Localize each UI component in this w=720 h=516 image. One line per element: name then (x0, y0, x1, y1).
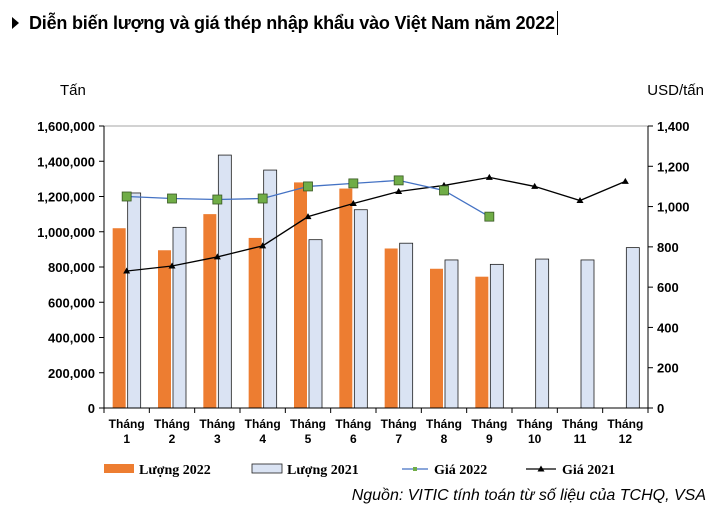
right-axis-tick-label: 200 (657, 361, 679, 376)
x-axis-label-line2: 7 (395, 432, 402, 446)
marker-gia-2021 (168, 262, 176, 269)
right-axis-tick-label: 0 (657, 401, 664, 416)
left-axis-tick-label: 1,400,000 (37, 154, 95, 169)
bar-luong-2021 (127, 192, 142, 409)
marker-gia-2022 (303, 181, 313, 192)
left-axis-tick-label: 400,000 (48, 331, 95, 346)
x-axis-label-line2: 5 (305, 432, 312, 446)
marker-gia-2022 (484, 211, 495, 222)
left-axis-tick-label: 1,200,000 (37, 190, 95, 205)
bar-luong-2021 (444, 259, 459, 409)
bar-luong-2022 (475, 276, 489, 408)
x-axis-label-line1: Tháng (154, 417, 190, 431)
x-axis-label-line1: Tháng (562, 417, 598, 431)
legend-swatch-luong-2022 (104, 464, 134, 473)
right-axis-tick-label: 1,000 (657, 200, 690, 215)
legend-label-luong-2022: Lượng 2022 (139, 463, 211, 478)
left-axis-tick-label: 0 (88, 401, 95, 416)
x-axis-label-line1: Tháng (199, 417, 235, 431)
bar-luong-2022 (384, 248, 398, 408)
right-axis-tick-label: 1,200 (657, 159, 690, 174)
bar-luong-2021 (535, 258, 550, 409)
marker-gia-2022 (257, 193, 268, 204)
marker-gia-2021 (304, 213, 312, 220)
marker-gia-2021 (485, 173, 493, 180)
text-cursor (556, 11, 558, 35)
bar-luong-2021 (353, 209, 368, 409)
marker-gia-2021 (123, 267, 131, 274)
x-axis-label-line2: 10 (528, 432, 542, 446)
x-axis-label-line1: Tháng (381, 417, 417, 431)
bar-luong-2022 (339, 188, 353, 408)
left-axis-tick-label: 200,000 (48, 366, 95, 381)
bar-luong-2021 (308, 239, 323, 409)
legend-swatch-luong-2021 (251, 463, 283, 474)
marker-gia-2021 (531, 182, 539, 189)
x-axis-label-line1: Tháng (245, 417, 281, 431)
marker-gia-2022 (167, 193, 177, 204)
x-axis-label-line2: 12 (619, 432, 633, 446)
bar-luong-2021 (172, 226, 187, 409)
right-axis-tick-label: 800 (657, 240, 679, 255)
x-axis-label-line1: Tháng (517, 417, 553, 431)
marker-gia-2021 (395, 187, 403, 194)
marker-gia-2022 (348, 178, 359, 189)
chart-title: Diễn biến lượng và giá thép nhập khẩu và… (29, 12, 555, 33)
x-axis-label-line1: Tháng (109, 417, 145, 431)
x-axis-label-line2: 2 (169, 432, 176, 446)
left-axis-tick-label: 1,600,000 (37, 119, 95, 134)
bar-luong-2022 (294, 182, 307, 408)
marker-gia-2022 (393, 175, 404, 186)
x-axis-label-line1: Tháng (426, 417, 462, 431)
right-axis-label: USD/tấn (647, 82, 704, 99)
x-axis-label-line2: 11 (574, 432, 587, 446)
x-axis-label-line1: Tháng (335, 417, 371, 431)
bar-luong-2021 (217, 154, 232, 409)
marker-gia-2021 (576, 197, 584, 204)
marker-gia-2022 (121, 191, 132, 202)
right-axis-tick-label: 1,400 (657, 119, 690, 134)
x-axis-label-line2: 1 (123, 432, 130, 446)
bar-luong-2022 (430, 268, 443, 408)
right-axis-tick-label: 400 (657, 320, 679, 335)
left-axis-label: Tấn (60, 82, 86, 99)
legend-label-gia-2022: Giá 2022 (434, 463, 487, 478)
bar-luong-2022 (158, 250, 171, 408)
bar-luong-2021 (263, 169, 278, 409)
marker-gia-2021 (213, 253, 221, 260)
x-axis-label-line1: Tháng (607, 417, 643, 431)
legend-label-gia-2021: Giá 2021 (562, 463, 615, 478)
left-axis-tick-label: 800,000 (48, 260, 95, 275)
x-axis-label-line2: 3 (214, 432, 221, 446)
bullet-arrow-icon (12, 17, 19, 29)
bar-luong-2022 (203, 214, 217, 408)
bar-luong-2021 (580, 259, 595, 409)
marker-gia-2021 (259, 242, 267, 249)
marker-gia-2021 (349, 200, 357, 207)
left-axis-tick-label: 1,000,000 (37, 225, 95, 240)
x-axis-label-line2: 6 (350, 432, 357, 446)
legend-marker-gia-2021 (537, 465, 545, 472)
legend-label-luong-2021: Lượng 2021 (287, 463, 359, 478)
chart-source: Nguồn: VITIC tính toán từ số liệu của TC… (351, 487, 706, 504)
left-axis-tick-label: 600,000 (48, 295, 95, 310)
x-axis-label-line1: Tháng (471, 417, 507, 431)
x-axis-label-line2: 9 (486, 432, 493, 446)
x-axis-label-line2: 4 (259, 432, 266, 446)
bar-luong-2021 (625, 247, 640, 409)
line-gia-2021 (126, 176, 626, 272)
chart-title-row: Diễn biến lượng và giá thép nhập khẩu và… (8, 8, 558, 38)
bar-luong-2022 (112, 228, 126, 408)
marker-gia-2021 (621, 177, 629, 184)
x-axis-label-line1: Tháng (290, 417, 326, 431)
legend-marker-gia-2022 (413, 467, 417, 471)
bar-luong-2021 (489, 263, 504, 409)
bar-luong-2022 (248, 237, 262, 408)
bar-luong-2021 (399, 242, 414, 409)
marker-gia-2022 (212, 194, 223, 205)
right-axis-tick-label: 600 (657, 280, 679, 295)
x-axis-label-line2: 8 (441, 432, 448, 446)
marker-gia-2022 (439, 185, 449, 196)
